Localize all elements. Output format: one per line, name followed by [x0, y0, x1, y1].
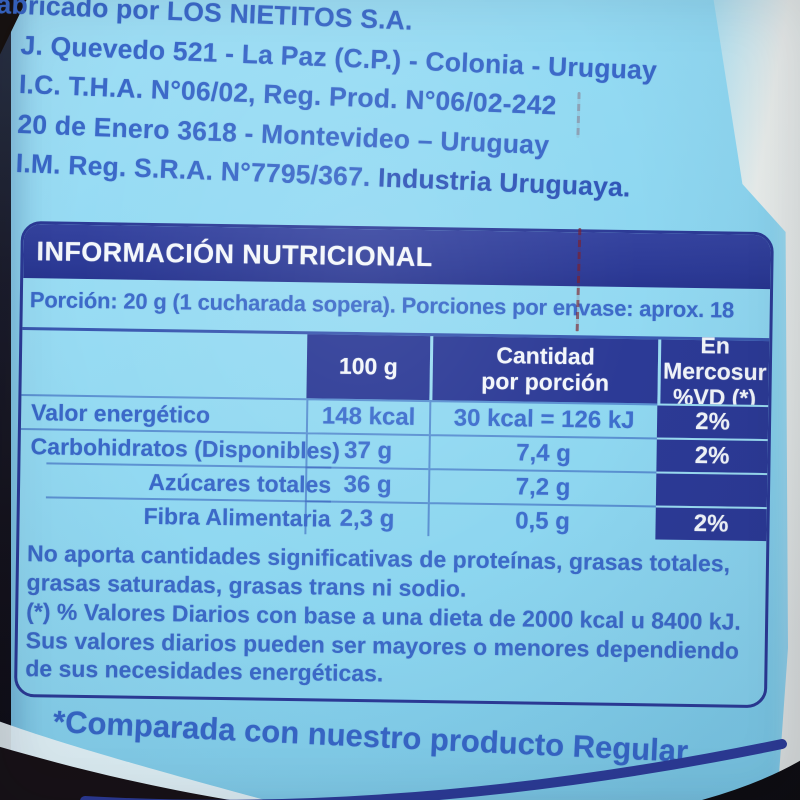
no-significant-amounts-note: No aporta cantidades significativas de p…: [26, 540, 731, 602]
row-label-carbs: Carbohidratos (Disponibles): [20, 428, 340, 467]
fiber-vd: 2%: [655, 505, 767, 542]
photo-corner-bottom-right: [702, 760, 800, 800]
photo-left-edge: [0, 0, 11, 800]
row-label-sugars: Azúcares totales: [45, 462, 332, 501]
sugars-vd: [655, 471, 768, 508]
carbs-per-100g: 37 g: [305, 432, 429, 469]
industry-origin: Industria Uruguaya.: [377, 162, 632, 203]
nutrition-title-band: INFORMACIÓN NUTRICIONAL: [23, 224, 771, 290]
nutrition-table: 100 g Cantidad por porción En Mercosur %…: [19, 327, 770, 542]
header-100g: 100 g: [306, 334, 431, 401]
sugars-per-portion: 7,2 g: [427, 468, 657, 506]
header-empty-cell: [21, 330, 307, 398]
header-per-portion: Cantidad por porción: [429, 336, 659, 404]
row-label-fiber: Fibra Alimentaria: [45, 496, 331, 535]
manufacturer-address-block: Fabricado por LOS NIETITOS S.A. J. Queve…: [0, 0, 762, 213]
carbs-per-portion: 7,4 g: [428, 434, 657, 472]
header-mercosur-vd: En Mercosur %VD (*): [657, 332, 770, 411]
photo-corner-bottom-left: [0, 746, 230, 800]
energy-per-portion: 30 kcal = 126 kJ: [428, 400, 658, 438]
row-label-energy: Valor energético: [20, 394, 307, 433]
energy-per-100g: 148 kcal: [305, 398, 430, 435]
energy-vd: 2%: [656, 403, 769, 440]
nutrition-facts-box: INFORMACIÓN NUTRICIONAL Porción: 20 g (1…: [13, 221, 774, 709]
carbs-vd: 2%: [656, 437, 768, 474]
fiber-per-portion: 0,5 g: [427, 502, 656, 540]
label-bottom-blue-arc: [80, 739, 787, 800]
label-bottom-curve: [0, 721, 800, 800]
